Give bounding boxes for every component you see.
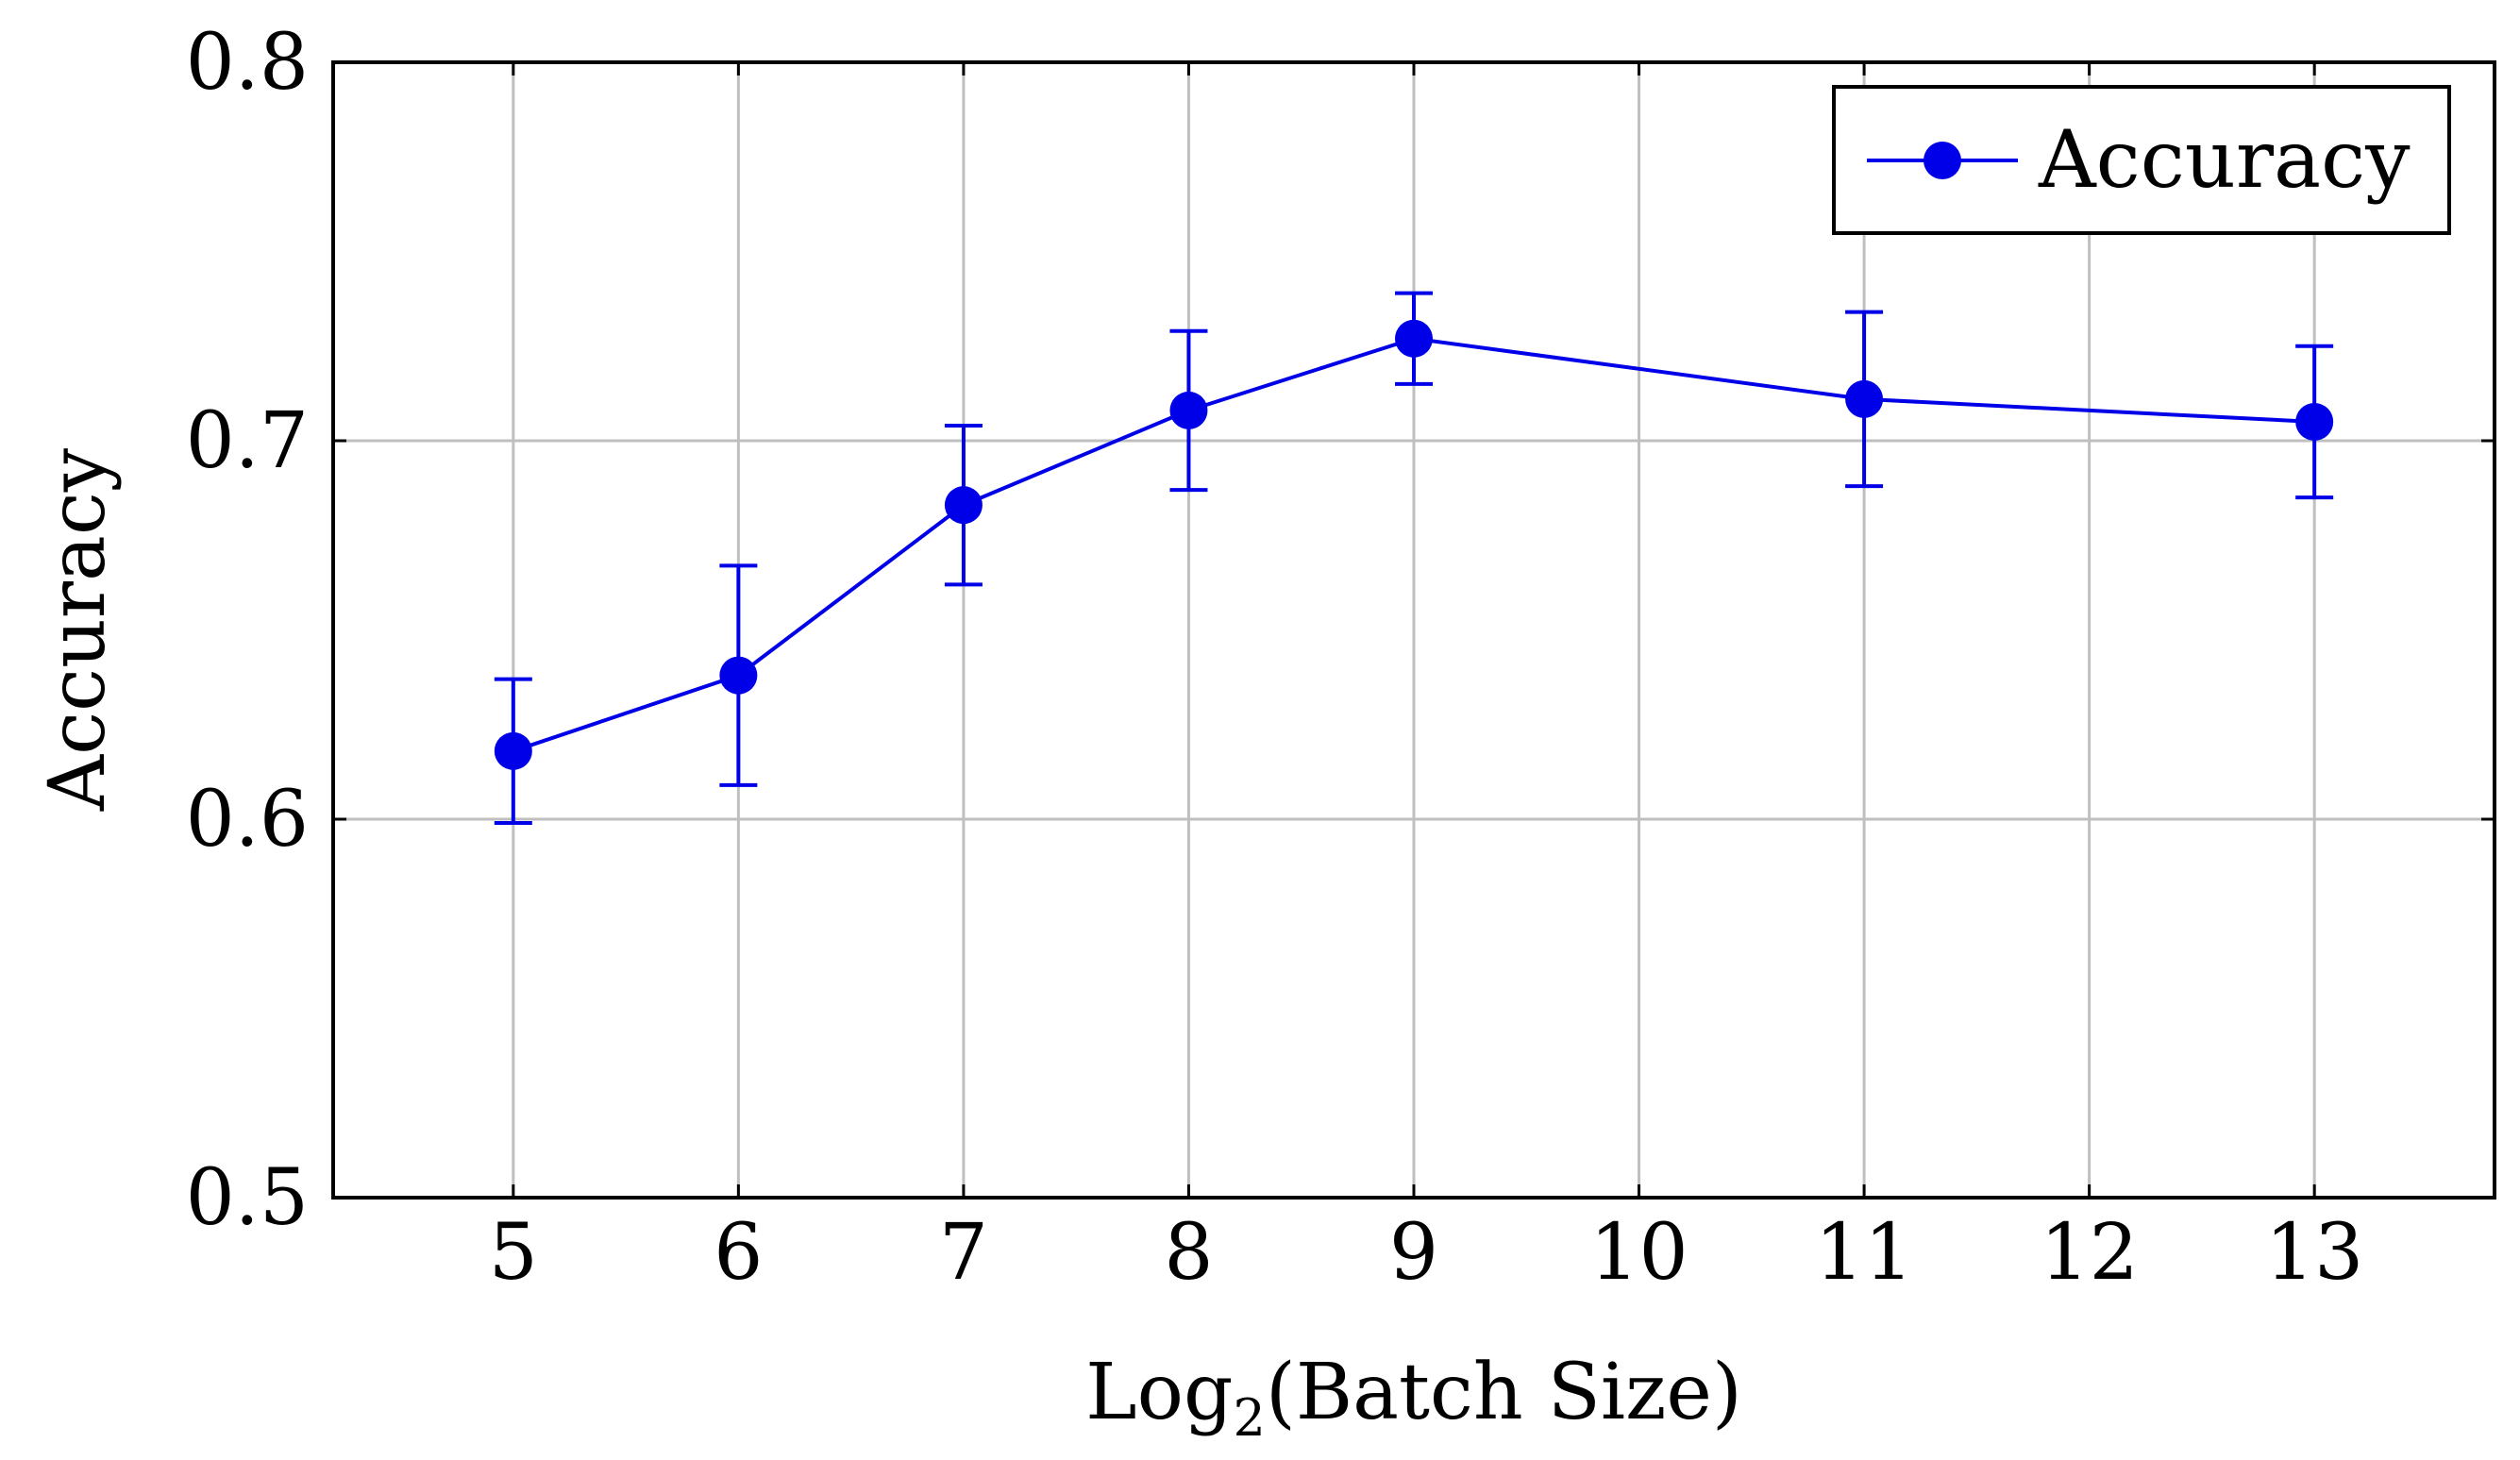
x-tick-label: 12	[2040, 1208, 2138, 1298]
axis-ticks: 5 6 7 8 9 10 11 12 13 0.5 0.6 0.7 0.8	[186, 18, 2495, 1298]
legend-marker-sample	[1924, 142, 1961, 179]
x-axis-label-subscript: 2	[1233, 1388, 1265, 1448]
y-tick-label: 0.6	[186, 775, 309, 864]
x-tick-label: 11	[1815, 1208, 1913, 1298]
x-tick-label: 13	[2265, 1208, 2363, 1298]
data-point	[944, 486, 983, 525]
data-point	[1395, 319, 1433, 358]
x-axis-label-rest: (Batch Size)	[1266, 1348, 1742, 1437]
x-tick-label: 8	[1164, 1208, 1213, 1298]
y-tick-label: 0.8	[186, 18, 309, 108]
data-point	[494, 731, 532, 770]
data-point	[719, 656, 758, 695]
legend: Accuracy	[1832, 85, 2451, 235]
x-tick-label: 10	[1589, 1208, 1688, 1298]
data-point	[1169, 391, 1208, 429]
y-axis-label: Accuracy	[33, 447, 123, 812]
data-point	[2295, 402, 2334, 441]
legend-label-accuracy: Accuracy	[2038, 113, 2411, 206]
series-accuracy	[494, 291, 2334, 826]
x-axis-label: Log2(Batch Size)	[1085, 1348, 1742, 1448]
x-tick-label: 7	[939, 1208, 988, 1298]
x-tick-label: 6	[714, 1208, 763, 1298]
x-axis-label-main: Log	[1085, 1348, 1233, 1437]
data-point	[1845, 379, 1884, 418]
y-tick-label: 0.5	[186, 1153, 309, 1243]
x-tick-label: 9	[1389, 1208, 1438, 1298]
y-tick-label: 0.7	[186, 396, 309, 486]
x-tick-label: 5	[489, 1208, 538, 1298]
